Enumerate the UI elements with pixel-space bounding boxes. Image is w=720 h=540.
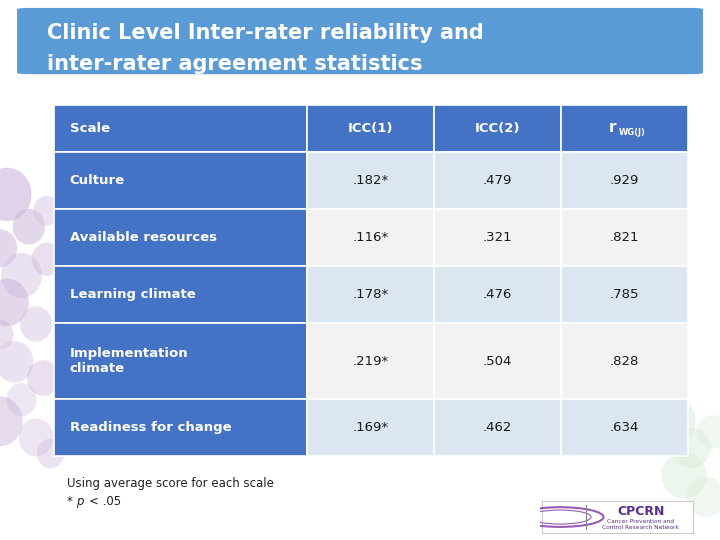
Text: .785: .785	[610, 288, 639, 301]
Text: Using average score for each scale: Using average score for each scale	[67, 477, 274, 490]
Bar	[307, 266, 434, 323]
Text: .929: .929	[610, 174, 639, 187]
Ellipse shape	[0, 320, 14, 350]
Bar	[307, 105, 434, 152]
Bar	[561, 323, 688, 400]
Ellipse shape	[1, 253, 42, 298]
Ellipse shape	[686, 476, 720, 517]
Text: *: *	[67, 495, 73, 508]
Ellipse shape	[661, 451, 707, 499]
Bar	[434, 323, 561, 400]
Text: .821: .821	[610, 231, 639, 244]
Text: .321: .321	[482, 231, 513, 244]
Ellipse shape	[6, 383, 37, 416]
Text: CPCRN: CPCRN	[617, 505, 665, 518]
Ellipse shape	[13, 209, 45, 245]
Ellipse shape	[672, 428, 711, 468]
Text: .476: .476	[483, 288, 512, 301]
Text: .462: .462	[483, 421, 512, 434]
Text: .479: .479	[483, 174, 512, 187]
Text: ICC(1): ICC(1)	[348, 123, 394, 136]
Ellipse shape	[0, 230, 17, 267]
Text: .116*: .116*	[353, 231, 389, 244]
Ellipse shape	[27, 360, 59, 396]
Text: r: r	[609, 119, 616, 134]
Text: ICC(2): ICC(2)	[474, 123, 521, 136]
Text: .182*: .182*	[353, 174, 389, 187]
Ellipse shape	[0, 279, 29, 326]
Text: p: p	[76, 495, 84, 508]
Text: Clinic Level Inter-rater reliability and: Clinic Level Inter-rater reliability and	[47, 23, 483, 43]
Text: .178*: .178*	[353, 288, 389, 301]
Text: .169*: .169*	[353, 421, 389, 434]
Bar	[54, 152, 307, 209]
Ellipse shape	[20, 306, 53, 342]
Bar	[434, 152, 561, 209]
Bar	[561, 209, 688, 266]
Bar	[307, 323, 434, 400]
Ellipse shape	[0, 396, 23, 446]
Bar	[434, 105, 561, 152]
Text: Learning climate: Learning climate	[70, 288, 196, 301]
Bar	[307, 400, 434, 456]
Bar	[434, 400, 561, 456]
Bar	[54, 105, 307, 152]
Bar	[54, 400, 307, 456]
Text: .504: .504	[483, 355, 512, 368]
Bar	[307, 209, 434, 266]
Ellipse shape	[32, 242, 62, 276]
Text: .634: .634	[610, 421, 639, 434]
Text: Cancer Prevention and
Control Research Network: Cancer Prevention and Control Research N…	[602, 519, 679, 530]
Bar	[561, 152, 688, 209]
Text: < .05: < .05	[89, 495, 121, 508]
Text: WG(J): WG(J)	[619, 128, 646, 137]
Ellipse shape	[696, 415, 720, 449]
Bar	[561, 266, 688, 323]
FancyBboxPatch shape	[17, 8, 703, 74]
Ellipse shape	[0, 167, 32, 221]
Bar	[434, 266, 561, 323]
Bar	[561, 105, 688, 152]
Text: Readiness for change: Readiness for change	[70, 421, 231, 434]
Ellipse shape	[0, 341, 33, 382]
Bar	[434, 209, 561, 266]
Text: Culture: Culture	[70, 174, 125, 187]
Text: .219*: .219*	[353, 355, 389, 368]
Ellipse shape	[33, 195, 60, 226]
Text: Implementation
climate: Implementation climate	[70, 347, 189, 375]
Ellipse shape	[37, 438, 64, 468]
Text: inter-rater agreement statistics: inter-rater agreement statistics	[47, 54, 422, 74]
Bar	[561, 400, 688, 456]
Bar	[54, 209, 307, 266]
Text: Scale: Scale	[70, 123, 110, 136]
Ellipse shape	[644, 394, 696, 448]
Text: .828: .828	[610, 355, 639, 368]
Text: Available resources: Available resources	[70, 231, 217, 244]
Bar	[54, 323, 307, 400]
Bar	[54, 266, 307, 323]
Ellipse shape	[19, 418, 53, 456]
Bar	[307, 152, 434, 209]
